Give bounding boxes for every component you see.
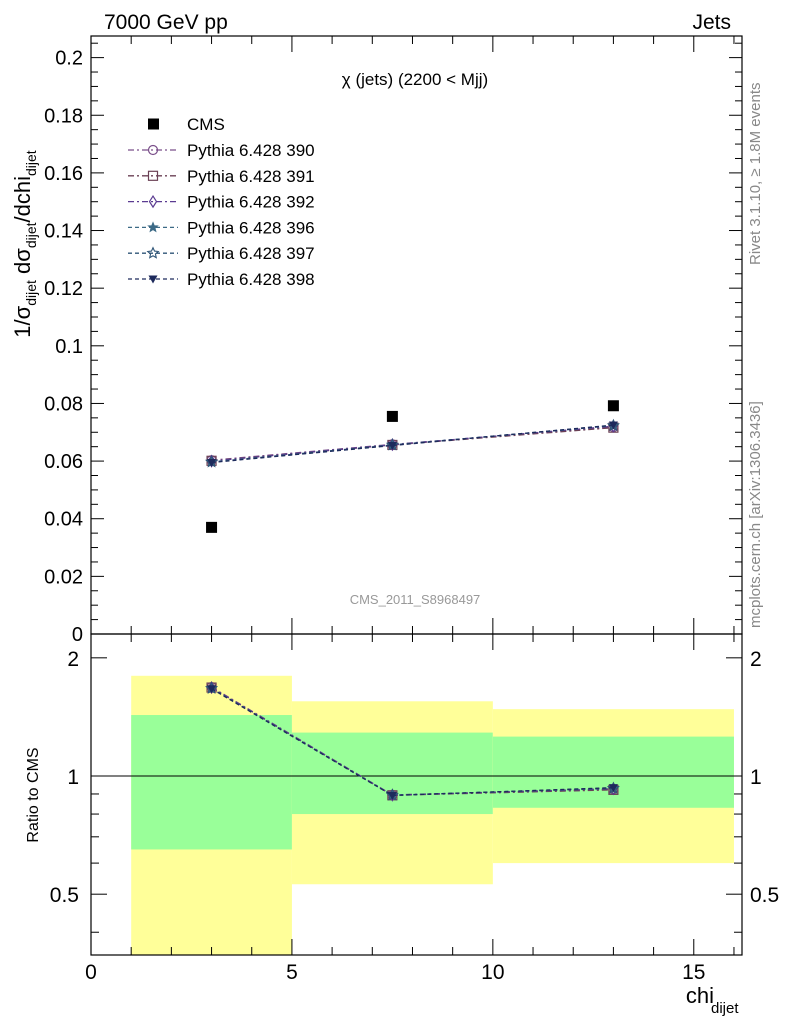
legend-marker-5 xyxy=(148,275,158,284)
legend-marker-3 xyxy=(147,221,159,233)
main-ylabel: 1/σdijet dσdijet/dchidijet xyxy=(10,150,39,338)
header-left: 7000 GeV pp xyxy=(104,11,228,34)
x-axis-title-subscript: dijet xyxy=(711,1000,739,1017)
ratio-ytick-label-right: 1 xyxy=(750,766,762,789)
x-axis-title: chi xyxy=(686,983,714,1008)
main-ytick-label: 0.18 xyxy=(44,105,83,127)
ratio-point-5-1 xyxy=(387,791,397,800)
ratio-point-5-0 xyxy=(207,685,217,694)
legend-marker-4 xyxy=(146,246,160,259)
mc-point-5-1 xyxy=(387,442,397,451)
main-ylabel-part-3: dijet xyxy=(23,222,39,248)
mc-line-2 xyxy=(211,425,614,462)
header-right: Jets xyxy=(692,11,731,34)
ratio-ytick-label-right: 2 xyxy=(750,648,762,671)
ratio-plot xyxy=(90,633,743,956)
legend-label-4: Pythia 6.428 397 xyxy=(187,244,315,263)
main-ylabel-part-2: dσ xyxy=(10,248,35,280)
legend-marker-2 xyxy=(148,194,158,209)
ratio-frame xyxy=(90,633,743,956)
ratio-ytick-label-left: 1 xyxy=(67,766,79,789)
rivet-label: Rivet 3.1.10, ≥ 1.8M events xyxy=(747,83,764,266)
main-ytick-label: 0 xyxy=(72,624,83,646)
main-ylabel-part-4: /dchi xyxy=(10,176,35,222)
ratio-band-inner-2 xyxy=(492,736,734,808)
main-ytick-label: 0.2 xyxy=(55,48,83,70)
watermark: CMS_2011_S8968497 xyxy=(350,592,481,607)
legend-marker-1 xyxy=(147,170,159,181)
legend-label-5: Pythia 6.428 398 xyxy=(187,270,315,289)
ratio-xtick-label: 0 xyxy=(85,961,97,984)
main-ytick-label: 0.02 xyxy=(44,566,83,588)
labels: 7000 GeV pp Jets χ (jets) (2200 < Mjj) C… xyxy=(10,11,779,1017)
cms-point-1 xyxy=(386,410,398,422)
main-ytick-label: 0.14 xyxy=(44,221,83,243)
main-ytick-label: 0.06 xyxy=(44,451,83,473)
cms-point-0 xyxy=(206,521,218,533)
ratio-xtick-label: 5 xyxy=(286,961,298,984)
legend-label-2: Pythia 6.428 392 xyxy=(187,193,315,212)
ratio-ytick-label-right: 0.5 xyxy=(750,884,779,907)
ratio-xtick-label: 10 xyxy=(481,961,504,984)
legend-label-1: Pythia 6.428 391 xyxy=(187,167,315,186)
legend-marker-cms xyxy=(148,118,159,130)
ratio-xtick-label: 15 xyxy=(682,961,705,984)
ratio-ytick-label-left: 2 xyxy=(67,648,79,671)
mcplots-label: mcplots.cern.ch [arXiv:1306.3436] xyxy=(747,401,764,628)
mc-line-5 xyxy=(211,424,614,464)
main-ytick-label: 0.08 xyxy=(44,393,83,415)
main-plot xyxy=(90,35,743,635)
main-ytick-label: 0.12 xyxy=(44,278,83,300)
ratio-point-5-2 xyxy=(608,784,618,793)
legend-marker-0 xyxy=(147,144,159,156)
legend-label-0: Pythia 6.428 390 xyxy=(187,141,315,160)
main-ytick-label: 0.04 xyxy=(44,509,83,531)
ratio-band-inner-0 xyxy=(131,715,292,850)
ratio-band-inner-1 xyxy=(291,732,493,815)
main-ylabel-part-1: dijet xyxy=(23,280,39,306)
main-title: χ (jets) (2200 < Mjj) xyxy=(342,70,488,89)
mc-point-5-2 xyxy=(608,421,618,430)
ratio-line-5 xyxy=(211,688,614,797)
legend-label-cms: CMS xyxy=(187,115,225,134)
main-ytick-label: 0.1 xyxy=(55,336,83,358)
x-axis-title-main: chi xyxy=(686,983,714,1008)
ratio-ylabel: Ratio to CMS xyxy=(25,747,42,842)
legend-label-3: Pythia 6.428 396 xyxy=(187,218,315,237)
cms-point-2 xyxy=(607,400,619,412)
mc-point-5-0 xyxy=(207,459,217,468)
ratio-ytick-label-left: 0.5 xyxy=(50,884,79,907)
main-ylabel-part-0: 1/σ xyxy=(10,305,35,337)
main-ytick-label: 0.16 xyxy=(44,163,83,185)
main-ylabel-part-5: dijet xyxy=(23,150,39,176)
